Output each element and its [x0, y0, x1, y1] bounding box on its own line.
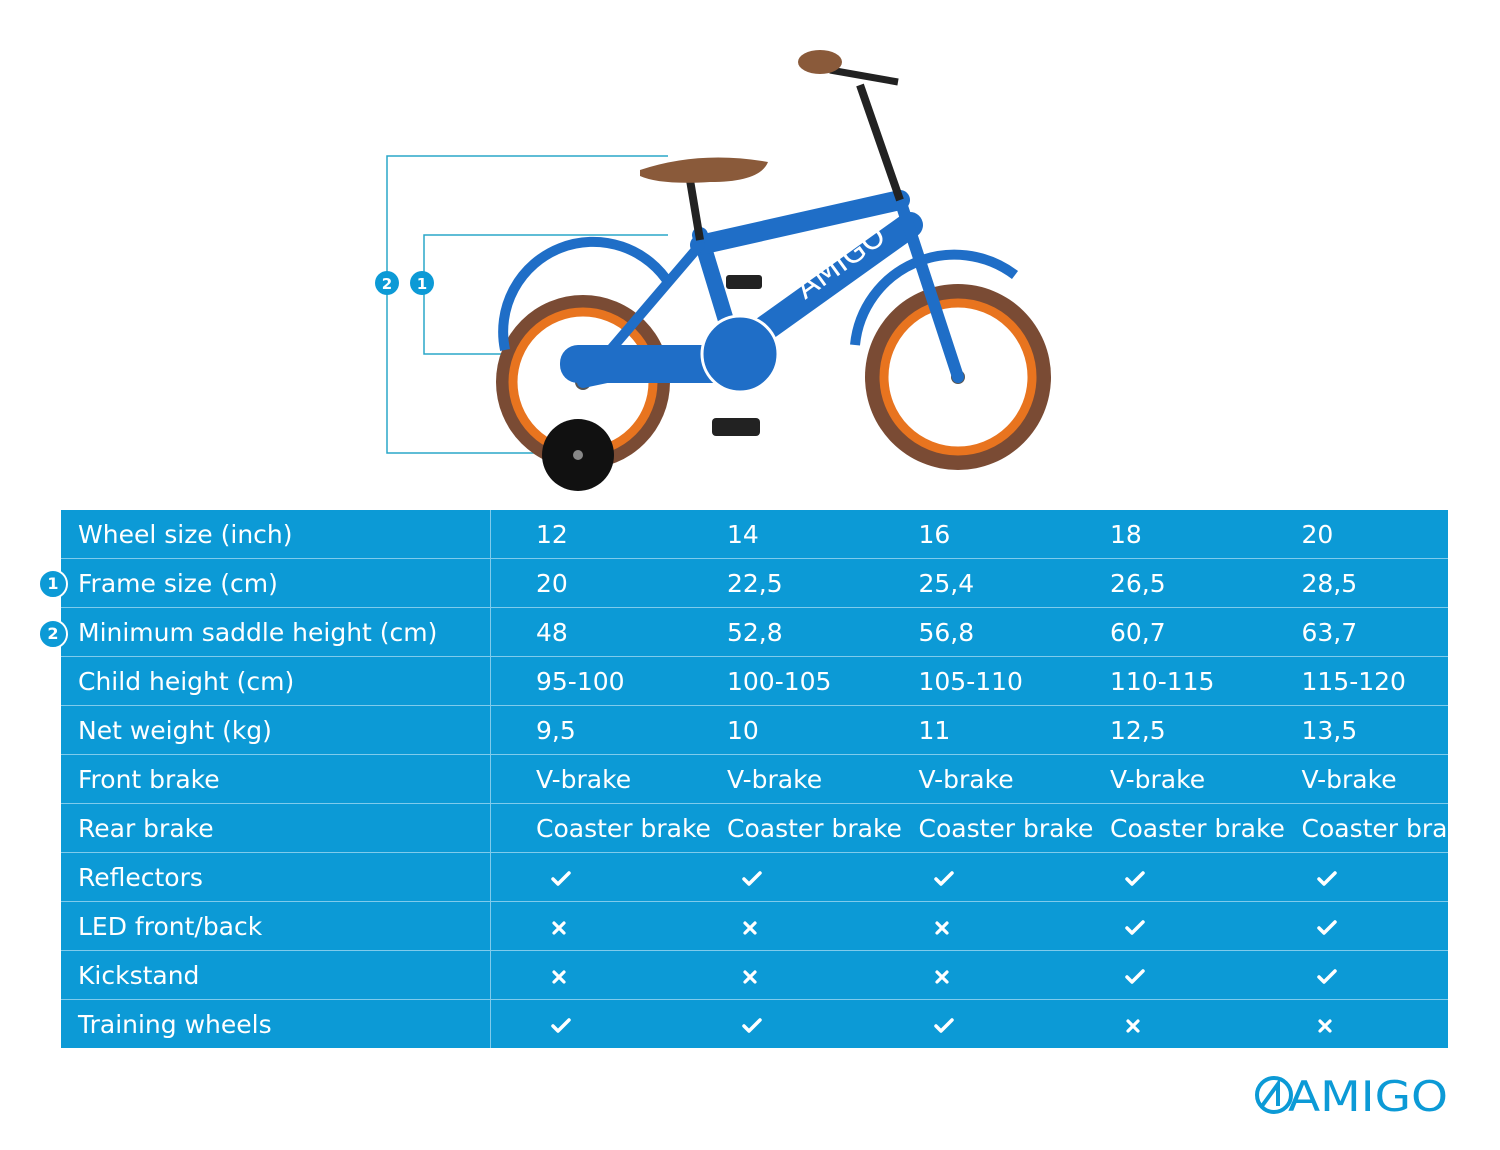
- cell-value: 18: [1065, 510, 1257, 559]
- check-icon: [490, 852, 682, 902]
- cross-icon: [873, 950, 1065, 1000]
- cell-value: 11: [873, 705, 1065, 755]
- table-row: Kickstand: [61, 950, 1448, 1000]
- chain-guard: [560, 345, 740, 383]
- saddle-badge: 2: [375, 271, 399, 295]
- saddle: [640, 157, 768, 183]
- row-label: Kickstand: [61, 950, 491, 1000]
- cell-value: V-brake: [682, 754, 874, 804]
- saddle-height-guide: [386, 155, 668, 454]
- row-label: Frame size (cm): [61, 558, 491, 608]
- table-row: Net weight (kg) 9,5 10 11 12,5 13,5: [61, 705, 1448, 755]
- specification-table: Wheel size (inch) 12 14 16 18 20 Frame size (c…: [61, 510, 1476, 1049]
- cell-value: 63,7: [1256, 607, 1448, 657]
- row-label: Training wheels: [61, 999, 491, 1048]
- table-row: LED front/back: [61, 901, 1448, 951]
- cell-value: 48: [490, 607, 682, 657]
- saddle-badge-label: 2: [382, 275, 392, 293]
- brand-logo: AMIGO: [1255, 1074, 1448, 1116]
- cross-icon: [1257, 1000, 1449, 1049]
- cell-value: Coaster brake: [873, 803, 1093, 853]
- check-icon: [1065, 901, 1257, 951]
- handlebar: [829, 66, 899, 86]
- row-badge: 2: [38, 618, 68, 649]
- table-row: Child height (cm) 95-100 100-105 105-110 110…: [61, 656, 1448, 706]
- table-row: Training wheels: [61, 999, 1449, 1049]
- grip: [798, 50, 842, 74]
- cell-value: V-brake: [1065, 754, 1257, 804]
- row-label: LED front/back: [61, 901, 491, 951]
- row-label: Child height (cm): [61, 656, 491, 706]
- cell-value: 22,5: [682, 558, 874, 608]
- cell-value: Coaster brake: [1256, 803, 1476, 853]
- cell-value: 95-100: [490, 656, 682, 706]
- cell-value: 56,8: [873, 607, 1065, 657]
- rear-mudguard: [498, 236, 675, 352]
- table-row: Minimum saddle height (cm) 48 52,8 56,8 60,7…: [61, 607, 1448, 657]
- cell-value: 100-105: [682, 656, 874, 706]
- cell-value: V-brake: [873, 754, 1065, 804]
- cell-value: V-brake: [1256, 754, 1448, 804]
- check-icon: [491, 1000, 683, 1049]
- cell-value: V-brake: [490, 754, 682, 804]
- cell-value: 12,5: [1065, 705, 1257, 755]
- cell-value: 9,5: [490, 705, 682, 755]
- cross-icon: [682, 901, 874, 951]
- check-icon: [1065, 950, 1257, 1000]
- chainring: [700, 314, 780, 394]
- frame-badge: 1: [410, 271, 434, 295]
- check-icon: [873, 852, 1065, 902]
- cell-value: 110-115: [1065, 656, 1257, 706]
- table-row: Reflectors: [61, 852, 1448, 902]
- cell-value: 25,4: [873, 558, 1065, 608]
- cross-icon: [1065, 1000, 1257, 1049]
- cell-value: Coaster brake: [1065, 803, 1285, 853]
- check-icon: [1256, 901, 1448, 951]
- row-label: Rear brake: [61, 803, 491, 853]
- cell-value: 13,5: [1256, 705, 1448, 755]
- bike-illustration: 2 1 AMIGO: [375, 50, 1051, 491]
- cell-value: 16: [873, 510, 1065, 559]
- table-row: Front brake V-brake V-brake V-brake V-brake V…: [61, 754, 1448, 804]
- seat-post: [686, 179, 704, 241]
- check-icon: [1256, 852, 1448, 902]
- table-row: Wheel size (inch) 12 14 16 18 20: [61, 510, 1448, 559]
- cell-value: Coaster brake: [682, 803, 902, 853]
- check-icon: [874, 1000, 1066, 1049]
- row-badge: 1: [38, 569, 68, 600]
- pedal: [712, 418, 760, 436]
- check-icon: [1065, 852, 1257, 902]
- cross-icon: [873, 901, 1065, 951]
- row-label: Front brake: [61, 754, 491, 804]
- check-icon: [1256, 950, 1448, 1000]
- upper-pedal: [726, 275, 762, 289]
- cell-value: 115-120: [1256, 656, 1448, 706]
- cell-value: 14: [682, 510, 874, 559]
- cell-value: 12: [490, 510, 682, 559]
- cell-value: 28,5: [1256, 558, 1448, 608]
- cell-value: 10: [682, 705, 874, 755]
- stem: [856, 83, 904, 202]
- cross-icon: [490, 950, 682, 1000]
- cross-icon: [682, 950, 874, 1000]
- table-row: Frame size (cm) 20 22,5 25,4 26,5 28,5: [61, 558, 1448, 608]
- cell-value: 20: [1256, 510, 1448, 559]
- cell-value: 20: [490, 558, 682, 608]
- cross-icon: [490, 901, 682, 951]
- cell-value: 105-110: [873, 656, 1065, 706]
- check-icon: [682, 852, 874, 902]
- table-row: Rear brake Coaster brake Coaster brake Coas…: [61, 803, 1476, 853]
- row-label: Wheel size (inch): [61, 510, 491, 559]
- cell-value: 60,7: [1065, 607, 1257, 657]
- row-label: Minimum saddle height (cm): [61, 607, 491, 657]
- check-icon: [682, 1000, 874, 1049]
- row-label: Net weight (kg): [61, 705, 491, 755]
- row-label: Reflectors: [61, 852, 491, 902]
- cell-value: Coaster brake: [490, 803, 711, 853]
- brand-name: AMIGO: [1288, 1074, 1448, 1116]
- cell-value: 52,8: [682, 607, 874, 657]
- cell-value: 26,5: [1065, 558, 1257, 608]
- frame-badge-label: 1: [417, 275, 427, 293]
